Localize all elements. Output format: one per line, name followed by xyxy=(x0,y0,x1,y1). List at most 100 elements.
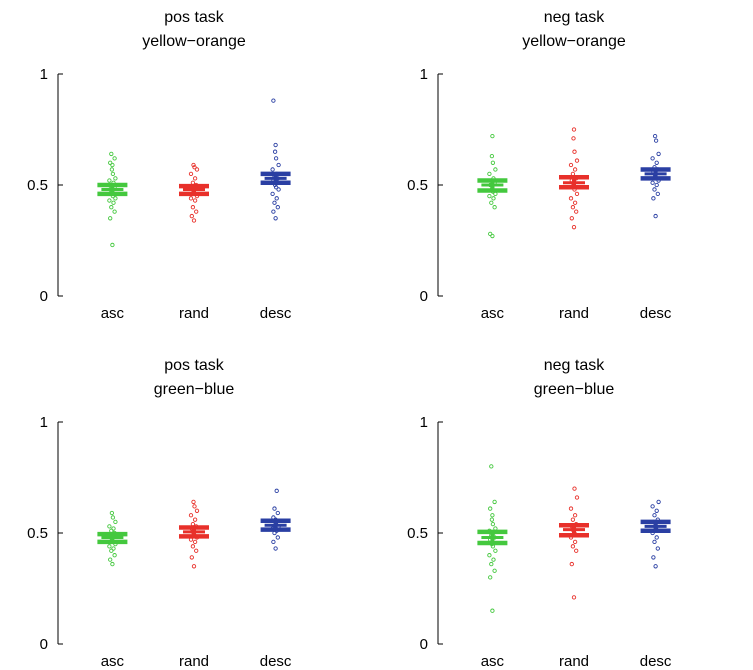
data-point xyxy=(273,185,279,190)
data-point xyxy=(276,162,281,168)
panel-title: yellow−orange xyxy=(522,33,626,50)
data-point xyxy=(274,488,279,493)
data-point xyxy=(191,564,197,569)
y-tick-label: 0.5 xyxy=(27,177,48,194)
data-point xyxy=(189,213,194,219)
data-point xyxy=(490,608,495,613)
data-point xyxy=(109,205,114,210)
x-tick-label: desc xyxy=(640,305,672,322)
data-point xyxy=(574,209,579,214)
data-point xyxy=(652,513,657,518)
data-point xyxy=(107,198,112,203)
data-point xyxy=(108,557,113,562)
data-point xyxy=(492,568,497,573)
data-point xyxy=(572,539,578,545)
data-point xyxy=(488,231,493,236)
data-point xyxy=(107,524,112,529)
data-point xyxy=(569,561,574,567)
data-point xyxy=(271,209,276,214)
data-point xyxy=(191,162,196,168)
data-point xyxy=(274,196,279,201)
data-point xyxy=(487,171,492,177)
data-point xyxy=(656,499,661,505)
data-point xyxy=(192,176,198,181)
data-point xyxy=(488,506,493,511)
data-point xyxy=(653,213,658,219)
data-point xyxy=(110,171,116,177)
data-point xyxy=(572,167,578,172)
data-point xyxy=(490,521,496,527)
data-point xyxy=(194,209,199,214)
data-point xyxy=(107,178,112,183)
data-point xyxy=(188,196,194,201)
data-point xyxy=(572,200,578,205)
data-point xyxy=(192,517,198,522)
panel-title: neg task xyxy=(544,9,605,26)
data-point xyxy=(191,499,196,505)
x-tick-label: asc xyxy=(481,653,505,670)
panel-title: pos task xyxy=(164,9,225,26)
data-point xyxy=(489,517,495,522)
data-point xyxy=(653,564,658,569)
data-point xyxy=(110,162,115,168)
data-point xyxy=(110,561,115,567)
panel-title: yellow−orange xyxy=(142,33,246,50)
data-point xyxy=(111,200,116,205)
data-point xyxy=(651,555,656,560)
data-point xyxy=(491,196,496,201)
x-tick-label: rand xyxy=(559,305,589,322)
data-point xyxy=(188,171,194,177)
data-point xyxy=(191,218,197,223)
x-tick-label: desc xyxy=(260,305,292,322)
data-point xyxy=(650,504,655,509)
data-point xyxy=(192,504,197,509)
data-point xyxy=(109,548,114,553)
data-point xyxy=(488,575,493,580)
panel-title: green−blue xyxy=(534,381,615,398)
data-point xyxy=(653,138,659,143)
data-point xyxy=(572,486,577,491)
y-tick-label: 1 xyxy=(40,414,48,431)
data-point xyxy=(110,242,115,248)
data-point xyxy=(652,187,657,192)
data-point xyxy=(493,548,498,553)
x-tick-label: asc xyxy=(101,305,125,322)
data-point xyxy=(489,464,494,469)
data-point xyxy=(571,127,577,132)
y-tick-label: 1 xyxy=(420,66,428,83)
data-point xyxy=(489,200,494,205)
data-point xyxy=(111,526,116,531)
data-point xyxy=(276,187,281,192)
data-point xyxy=(571,595,577,600)
data-point xyxy=(656,151,661,157)
data-point xyxy=(109,151,114,157)
data-point xyxy=(570,205,576,210)
data-point xyxy=(112,156,117,161)
data-point xyxy=(571,225,577,230)
x-tick-label: rand xyxy=(179,305,209,322)
data-point xyxy=(109,510,115,516)
x-tick-label: rand xyxy=(559,653,589,670)
y-tick-label: 0.5 xyxy=(27,525,48,542)
data-point xyxy=(654,508,659,513)
data-point xyxy=(492,205,497,210)
data-point xyxy=(654,182,659,188)
x-tick-label: asc xyxy=(481,305,505,322)
y-tick-label: 0 xyxy=(420,288,428,305)
data-point xyxy=(272,200,277,205)
data-point xyxy=(113,176,118,181)
data-point xyxy=(571,136,576,141)
data-point xyxy=(108,160,113,165)
data-point xyxy=(273,142,278,148)
data-point xyxy=(189,555,194,560)
panel-title: neg task xyxy=(544,357,605,374)
data-point xyxy=(113,519,118,525)
y-tick-label: 0.5 xyxy=(407,525,428,542)
data-point xyxy=(574,495,580,500)
data-point xyxy=(192,198,198,203)
data-point xyxy=(574,191,580,197)
data-point xyxy=(108,216,113,221)
x-tick-label: asc xyxy=(101,653,125,670)
y-tick-label: 0 xyxy=(40,288,48,305)
